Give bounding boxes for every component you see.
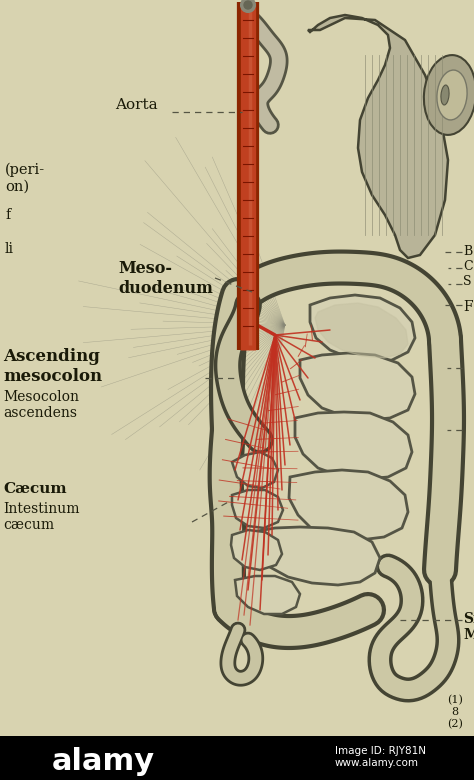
Text: Ascending
mesocolon: Ascending mesocolon (3, 348, 102, 385)
Text: B
C
S: B C S (463, 245, 473, 288)
Polygon shape (231, 530, 282, 570)
Polygon shape (232, 452, 278, 488)
FancyBboxPatch shape (0, 736, 474, 780)
Polygon shape (315, 303, 408, 358)
Polygon shape (295, 412, 412, 479)
Polygon shape (300, 353, 415, 420)
Ellipse shape (441, 85, 449, 105)
Circle shape (244, 1, 252, 9)
Text: (2): (2) (447, 719, 463, 729)
Polygon shape (252, 527, 380, 585)
Text: Cæcum: Cæcum (3, 482, 67, 496)
Text: Intestinum
cæcum: Intestinum cæcum (3, 502, 80, 532)
Polygon shape (289, 470, 408, 540)
Text: li: li (5, 242, 14, 256)
Polygon shape (308, 15, 448, 258)
Text: F: F (463, 300, 473, 314)
Ellipse shape (424, 55, 474, 135)
Text: 8: 8 (451, 707, 458, 717)
Text: alamy: alamy (52, 746, 155, 775)
Text: Si
M: Si M (463, 612, 474, 642)
Text: (1): (1) (447, 695, 463, 705)
Ellipse shape (437, 70, 467, 120)
Circle shape (241, 0, 255, 12)
Text: Aorta: Aorta (115, 98, 158, 112)
Polygon shape (310, 295, 415, 362)
Polygon shape (235, 576, 300, 614)
Text: f: f (5, 208, 10, 222)
Polygon shape (232, 490, 283, 528)
Text: Image ID: RJY81N
www.alamy.com: Image ID: RJY81N www.alamy.com (335, 746, 426, 768)
Text: (peri-
on): (peri- on) (5, 163, 45, 193)
Text: Meso-
duodenum: Meso- duodenum (118, 260, 213, 296)
Text: Mesocolon
ascendens: Mesocolon ascendens (3, 390, 79, 420)
